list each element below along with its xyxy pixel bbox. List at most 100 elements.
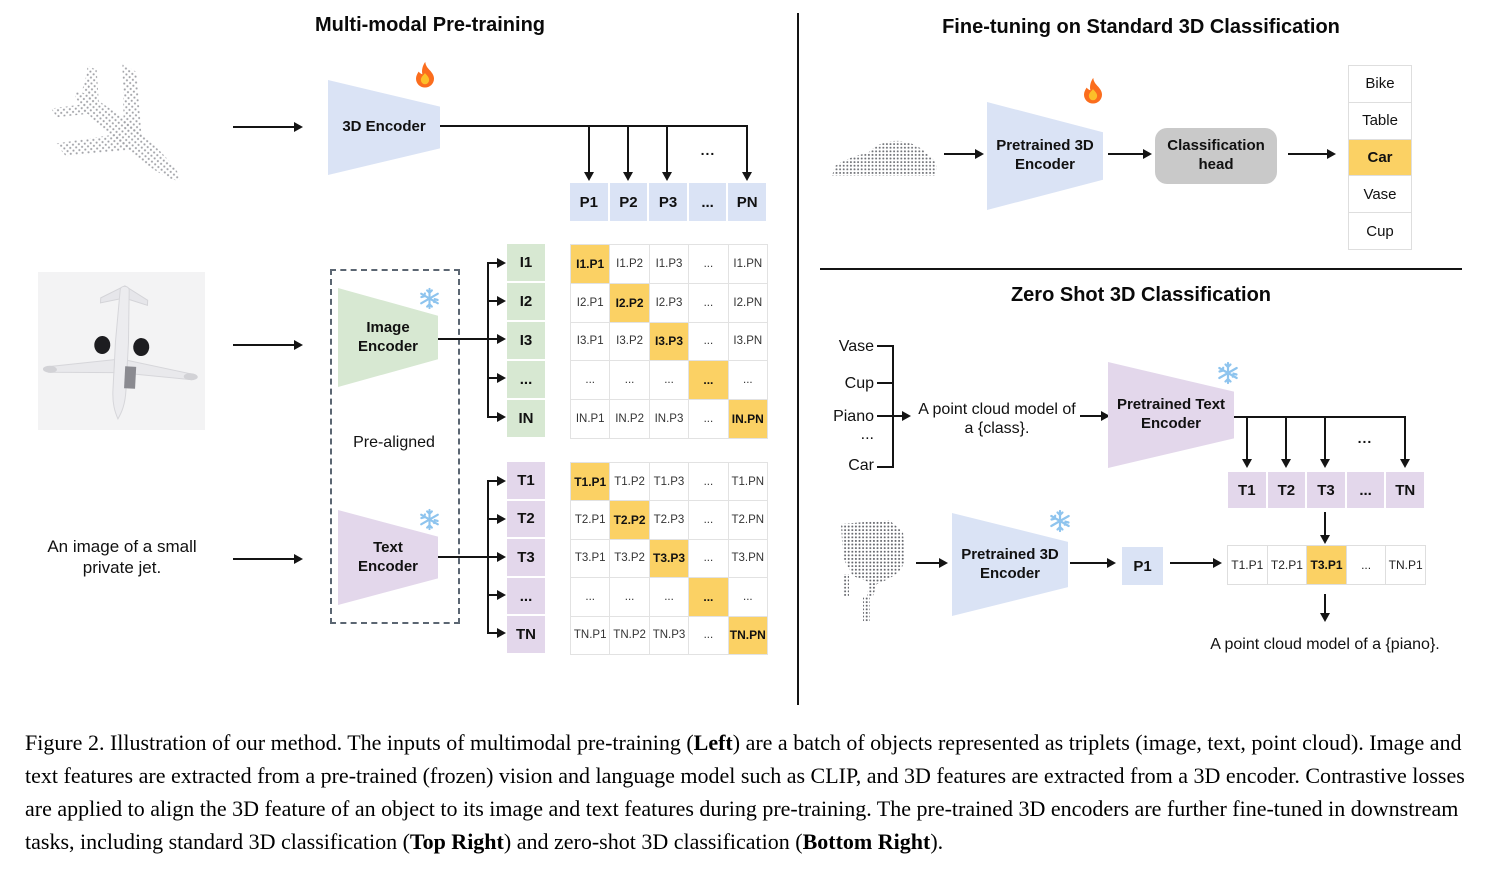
sim-cell: ... xyxy=(1346,546,1386,584)
matrix-cell: ... xyxy=(689,501,728,539)
t-cell: TN xyxy=(507,616,545,653)
left-panel-title: Multi-modal Pre-training xyxy=(315,14,545,36)
matrix-cell: ... xyxy=(649,578,689,616)
zs-result-text: A point cloud model of a {piano}. xyxy=(1210,636,1440,653)
matrix-cell: ... xyxy=(689,463,728,501)
matrix-cell: T1.P2 xyxy=(610,463,649,501)
class-cell: Vase xyxy=(1349,176,1411,213)
arrow-classes-to-prompt xyxy=(877,411,911,421)
zs-similarity-row: T1.P1 T2.P1 T3.P1... TN.P1 xyxy=(1227,545,1426,585)
arrow-to-t-dots xyxy=(487,590,506,600)
finetune-class-list: Bike Table Car Vase Cup xyxy=(1348,65,1412,250)
ellipsis-t-branch: ... xyxy=(1357,430,1373,446)
zs-class-vase: Vase xyxy=(838,338,874,355)
matrix-cell: T2.PN xyxy=(728,501,767,539)
p-cell: PN xyxy=(728,183,766,221)
matrix-cell: ... xyxy=(689,283,728,322)
bracket-line xyxy=(892,345,894,468)
matrix-cell: I2.P3 xyxy=(649,283,689,322)
arrow-to-i1 xyxy=(487,258,506,268)
matrix-cell: I2.P1 xyxy=(571,283,610,322)
matrix-cell: I1.P1 xyxy=(571,245,610,283)
arrow-to-tn xyxy=(1400,418,1410,468)
zeroshot-title: Zero Shot 3D Classification xyxy=(1010,284,1272,306)
i-cell: I1 xyxy=(507,244,545,281)
line-3d-encoder-output xyxy=(440,125,748,127)
figure-caption: Figure 2. Illustration of our method. Th… xyxy=(25,730,1465,854)
i-cell: ... xyxy=(507,361,545,398)
matrix-cell: T3.PN xyxy=(728,539,767,578)
matrix-cell: IN.P1 xyxy=(571,400,610,438)
arrow-to-in xyxy=(487,412,506,422)
t-feature-column: T1 T2 T3... TN xyxy=(507,462,545,653)
matrix-cell: IN.P3 xyxy=(649,400,689,438)
arrow-to-tn xyxy=(487,628,506,638)
matrix-cell: I1.PN xyxy=(728,245,767,283)
arrow-to-pn xyxy=(742,127,752,181)
zs-class-ellipsis: ... xyxy=(860,426,874,443)
3d-encoder: 3D Encoder xyxy=(328,80,440,175)
flame-icon xyxy=(410,60,440,90)
matrix-cell: ... xyxy=(610,578,649,616)
i-cell: I3 xyxy=(507,322,545,359)
arrow-trow-to-simrow xyxy=(1320,512,1330,544)
finetune-pretrained-3d-encoder: Pretrained 3D Encoder xyxy=(987,102,1103,210)
matrix-cell: ... xyxy=(689,400,728,438)
class-cell: Bike xyxy=(1349,66,1411,102)
matrix-cell: TN.P1 xyxy=(571,616,610,654)
arrow-to-p2 xyxy=(623,127,633,181)
matrix-cell: ... xyxy=(689,361,728,400)
arrow-p1-to-simrow xyxy=(1170,558,1222,568)
matrix-cell: I2.P2 xyxy=(610,283,649,322)
matrix-cell: T3.P3 xyxy=(649,539,689,578)
matrix-cell: T1.PN xyxy=(728,463,767,501)
snowflake-icon xyxy=(1048,509,1072,533)
t-cell: T1 xyxy=(507,462,545,499)
p1-feature-box: P1 xyxy=(1122,547,1163,585)
matrix-cell: T3.P1 xyxy=(571,539,610,578)
matrix-cell: ... xyxy=(689,578,728,616)
matrix-cell: T2.P1 xyxy=(571,501,610,539)
arrow-to-t3 xyxy=(1320,418,1330,468)
arrow-pointcloud-to-3d-encoder xyxy=(233,122,303,132)
matrix-cell: I1.P3 xyxy=(649,245,689,283)
arrow-to-t1 xyxy=(487,476,506,486)
matrix-cell: I1.P2 xyxy=(610,245,649,283)
matrix-cell: IN.P2 xyxy=(610,400,649,438)
matrix-cell: ... xyxy=(610,361,649,400)
t-cell: T2 xyxy=(1267,472,1306,508)
matrix-cell: ... xyxy=(571,361,610,400)
p-cell: P2 xyxy=(609,183,648,221)
t-cell: ... xyxy=(1346,472,1385,508)
matrix-cell: I2.PN xyxy=(728,283,767,322)
i-cell: I2 xyxy=(507,283,545,320)
airplane-image xyxy=(38,272,205,430)
horizontal-panel-divider xyxy=(820,268,1462,270)
flame-icon xyxy=(1078,76,1108,106)
t-cell: T3 xyxy=(507,539,545,576)
line-image-branch xyxy=(487,262,489,418)
prompt-line-2: a {class}. xyxy=(964,420,1030,437)
t-cell: T3 xyxy=(1307,472,1345,508)
matrix-cell: T3.P2 xyxy=(610,539,649,578)
sim-cell: T3.P1 xyxy=(1307,546,1346,584)
class-cell: Car xyxy=(1349,139,1411,176)
p-feature-row: P1 P2 P3... PN xyxy=(570,183,766,221)
vertical-panel-divider xyxy=(797,13,799,705)
matrix-cell: ... xyxy=(689,616,728,654)
class-cell: Cup xyxy=(1349,213,1411,249)
bracket-tick-vase xyxy=(877,345,893,347)
t-cell: T1 xyxy=(1228,472,1266,508)
image-point-similarity-matrix: I1.P1 I1.P2 I1.P3... I1.PN I2.P1 I2.P2 I2.P3..… xyxy=(570,244,768,439)
matrix-cell: IN.PN xyxy=(728,400,767,438)
arrow-to-i-dots xyxy=(487,373,506,383)
classification-head-label: Classification head xyxy=(1167,137,1265,173)
snowflake-icon xyxy=(1216,361,1240,385)
snowflake-icon xyxy=(418,287,441,310)
p-cell: P1 xyxy=(570,183,608,221)
t-cell: ... xyxy=(507,577,545,615)
matrix-cell: TN.PN xyxy=(728,616,767,654)
text-encoder-label: Text Encoder xyxy=(357,538,418,575)
arrow-image-to-image-encoder xyxy=(233,340,303,350)
